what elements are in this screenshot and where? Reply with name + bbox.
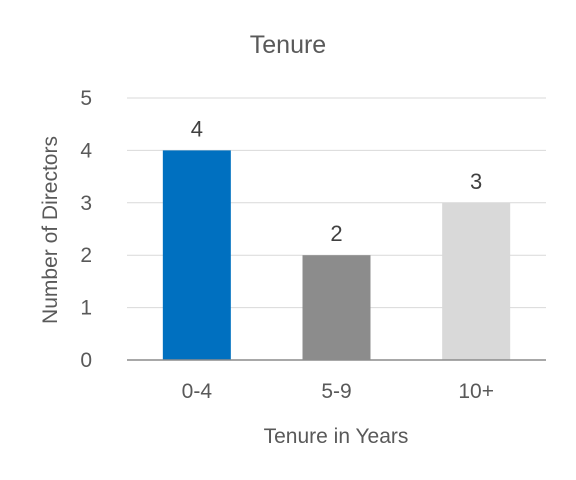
- x-tick-label: 10+: [458, 380, 494, 403]
- y-tick-label: 1: [80, 297, 92, 320]
- bars: [162, 150, 511, 360]
- y-tick-label: 4: [80, 139, 92, 162]
- x-axis-ticks: 0-4 5-9 10+: [182, 380, 494, 403]
- y-tick-label: 0: [80, 349, 92, 372]
- x-tick-label: 0-4: [182, 380, 213, 403]
- y-tick-label: 3: [80, 192, 92, 215]
- y-axis-label: Number of Directors: [39, 136, 62, 324]
- y-axis-ticks: 0 1 2 3 4 5: [80, 87, 92, 372]
- data-label: 2: [330, 221, 342, 246]
- y-tick-label: 5: [80, 87, 92, 110]
- bar-5-9: [302, 255, 371, 360]
- data-label: 4: [191, 116, 203, 141]
- x-axis-label: Tenure in Years: [264, 425, 409, 448]
- y-tick-label: 2: [80, 244, 92, 267]
- x-tick-label: 5-9: [321, 380, 351, 403]
- chart-title: Tenure: [250, 31, 326, 59]
- bar-0-4: [162, 150, 231, 360]
- bar-10+: [442, 202, 511, 360]
- data-label: 3: [470, 169, 482, 194]
- data-labels: 4 2 3: [191, 116, 483, 246]
